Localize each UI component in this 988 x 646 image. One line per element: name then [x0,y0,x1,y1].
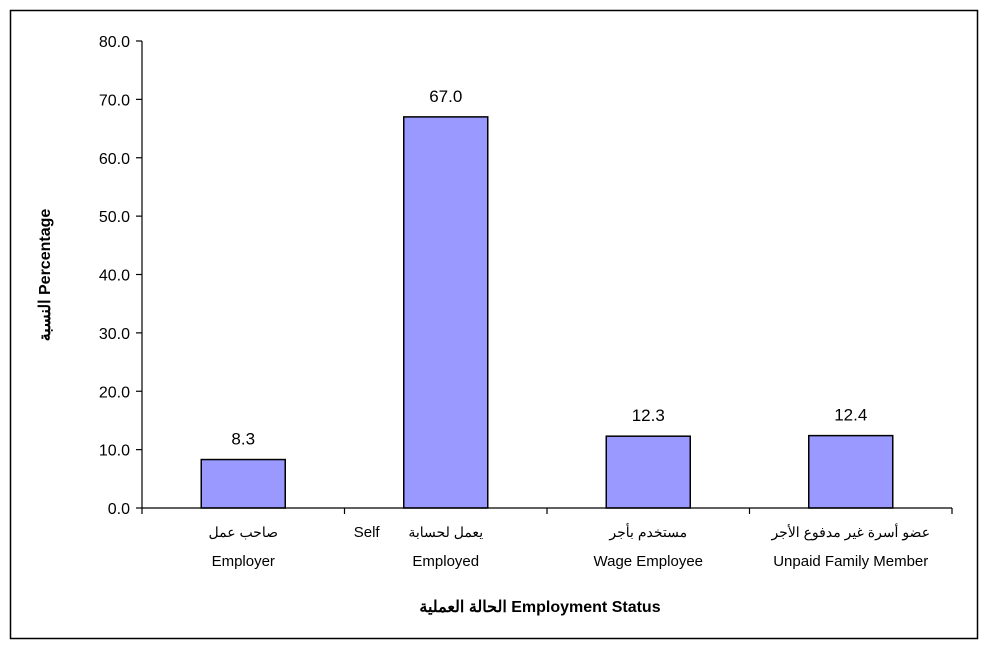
y-tick-label: 10.0 [99,443,130,460]
x-category-label-en: Unpaid Family Member [773,553,928,570]
x-category-label-ar: يعمل لحسابة [408,524,483,540]
y-tick-label: 50.0 [99,209,130,226]
y-tick-label: 60.0 [99,151,130,168]
bar [808,434,894,509]
bar-value-label: 67.0 [429,87,462,106]
bar-value-label: 8.3 [231,430,255,449]
x-category-label-en-extra: Self [354,524,381,541]
x-category-label-ar: مستخدم بأجر [608,522,687,541]
axes-layer [136,40,953,514]
y-tick-label: 20.0 [99,384,130,401]
bar [403,116,489,509]
bar [605,435,691,509]
y-tick-label: 30.0 [99,326,130,343]
y-tick-label: 80.0 [99,34,130,51]
x-category-label-en: Employed [412,553,479,570]
x-category-label-ar: صاحب عمل [209,524,279,540]
bar [200,458,286,509]
labels-layer: 0.0 10.0 20.0 30.0 40.0 50.0 60.0 70.0 80.0 8.3 صا… [99,34,930,570]
x-category-label-ar: عضو أسرة غير مدفوع الأجر [770,522,930,541]
bar-value-label: 12.3 [632,406,665,425]
y-tick-label: 40.0 [99,268,130,285]
x-category-label-en: Employer [212,553,275,570]
y-axis-title: النسبة Percentage [37,209,54,342]
y-tick-label: 0.0 [108,501,130,518]
x-category-label-en: Wage Employee [594,553,704,570]
bars-layer [200,116,894,509]
bar-value-label: 12.4 [834,406,867,425]
chart-frame [9,9,979,640]
y-tick-label: 70.0 [99,92,130,109]
x-axis-title: الحالة العملية Employment Status [419,599,660,616]
